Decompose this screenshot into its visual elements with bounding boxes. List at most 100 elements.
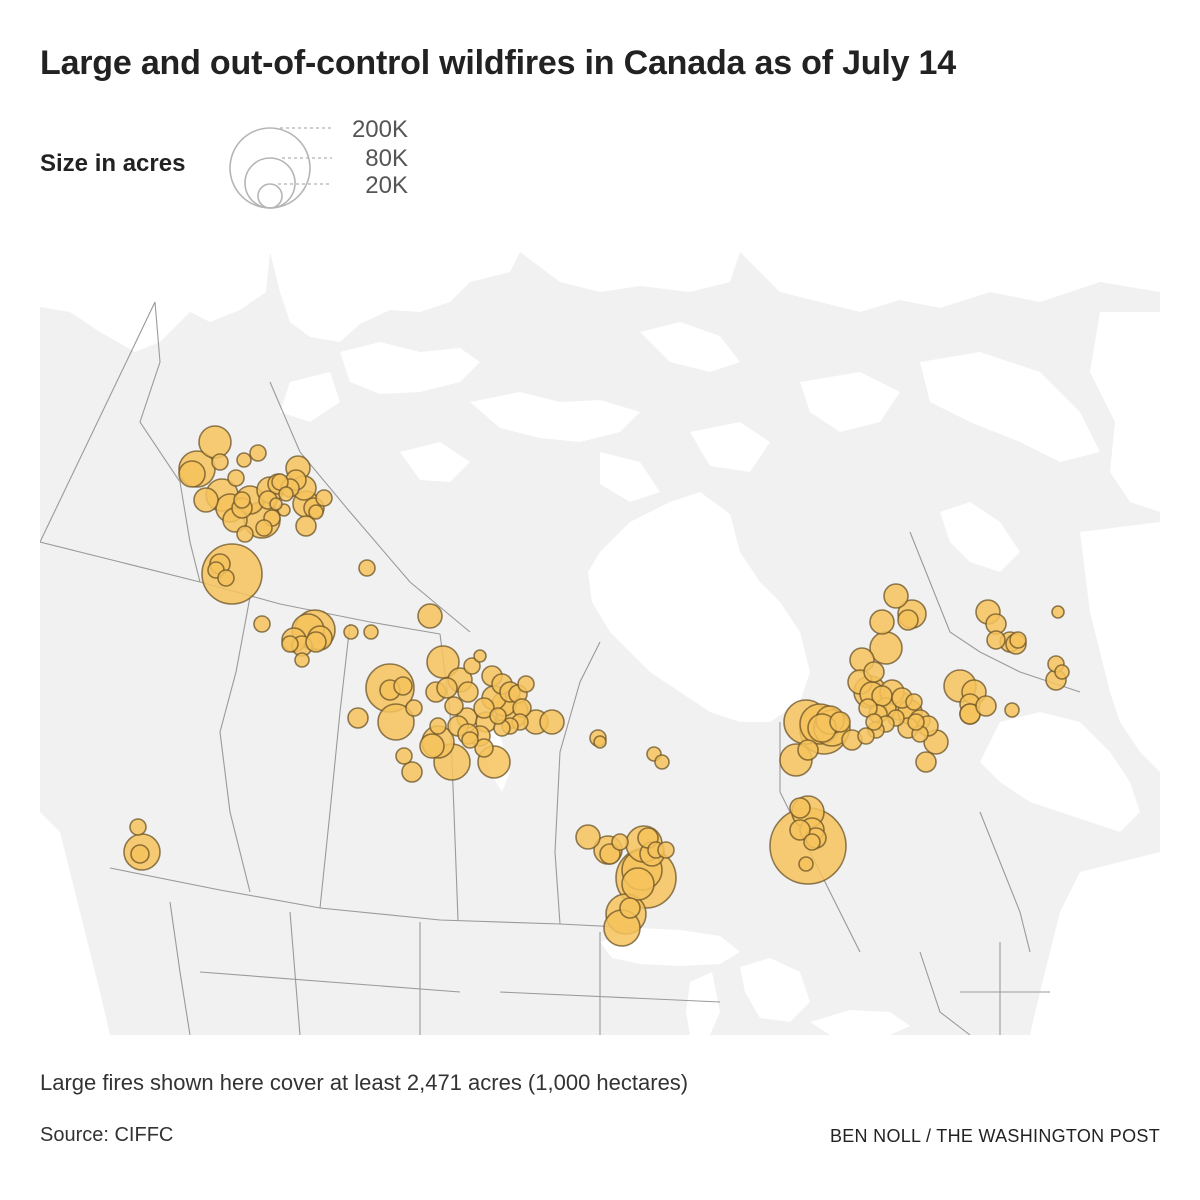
fire-marker	[1054, 664, 1070, 680]
legend-label-200k: 200K	[352, 116, 408, 143]
fire-marker	[883, 583, 909, 609]
atlantic-ocean	[1030, 852, 1160, 1035]
fire-marker	[395, 747, 413, 765]
fire-marker	[473, 649, 487, 663]
fire-marker	[255, 519, 273, 537]
ungava-bay	[940, 502, 1020, 572]
fire-marker	[444, 696, 464, 716]
legend-label-80k: 80K	[365, 145, 408, 172]
fire-marker	[193, 487, 219, 513]
fire-marker	[621, 867, 655, 901]
fire-marker	[539, 709, 565, 735]
fire-marker	[227, 469, 245, 487]
fire-marker	[863, 661, 885, 683]
footnote: Large fires shown here cover at least 2,…	[40, 1070, 689, 1095]
legend-circle-200k	[229, 127, 311, 209]
lake-huron	[740, 958, 810, 1022]
credit-text: BEN NOLL / THE WASHINGTON POST	[829, 1126, 1160, 1146]
yukon-nwt-border	[139, 301, 201, 583]
fire-marker	[363, 624, 379, 640]
source-text: Source: CIFFC	[40, 1124, 174, 1146]
legend-circles	[229, 127, 332, 209]
fire-marker	[1004, 702, 1020, 718]
pacific-ocean	[40, 812, 110, 1035]
fire-marker	[377, 703, 415, 741]
fire-marker	[654, 754, 670, 770]
map-title: Large and out-of-control wildfires in Ca…	[40, 44, 956, 82]
us-border	[109, 867, 641, 929]
fire-marker	[1009, 631, 1027, 649]
fire-marker	[405, 699, 423, 717]
fire-marker	[789, 797, 811, 819]
fire-marker	[803, 833, 821, 851]
fire-marker	[474, 738, 494, 758]
size-legend: 200K 80K 20K	[229, 116, 408, 209]
fire-marker	[401, 761, 423, 783]
labrador-sea	[1080, 522, 1160, 772]
fire-marker	[393, 676, 413, 696]
fire-marker	[1051, 605, 1065, 619]
canada-map	[40, 252, 1160, 1035]
fire-marker	[897, 609, 919, 631]
fire-marker	[315, 489, 333, 507]
fire-marker	[975, 695, 997, 717]
fire-marker	[907, 713, 925, 731]
fire-marker	[294, 652, 310, 668]
fire-marker	[217, 569, 235, 587]
legend-label-20k: 20K	[365, 172, 408, 199]
fire-marker	[797, 739, 819, 761]
fire-marker	[429, 717, 447, 735]
fire-marker	[295, 515, 317, 537]
alaska-border	[40, 301, 156, 543]
fire-marker	[905, 693, 923, 711]
manitoba-ontario-border	[554, 641, 601, 925]
fire-marker	[829, 711, 851, 733]
fire-marker	[436, 677, 458, 699]
fire-marker	[457, 681, 479, 703]
fire-marker	[305, 631, 327, 653]
fire-marker	[343, 624, 359, 640]
fire-marker	[233, 491, 251, 509]
legend-label: Size in acres	[40, 150, 186, 177]
fire-marker	[789, 819, 811, 841]
hudson-bay	[588, 492, 810, 722]
fire-marker	[253, 615, 271, 633]
fire-marker	[915, 751, 937, 773]
fire-marker	[236, 525, 254, 543]
fire-marker	[419, 733, 445, 759]
fire-marker	[473, 697, 495, 719]
fire-marker	[857, 727, 875, 745]
gulf-st-lawrence	[980, 712, 1140, 832]
fire-marker	[347, 707, 369, 729]
fire-marker	[178, 460, 206, 488]
fire-marker	[489, 707, 507, 725]
fire-marker	[211, 453, 229, 471]
fire-marker	[461, 731, 479, 749]
fire-marker	[198, 425, 232, 459]
fire-marker	[130, 844, 150, 864]
nwt-nunavut-border	[269, 381, 471, 633]
legend-circle-20k	[257, 183, 283, 209]
fire-marker	[358, 559, 376, 577]
bc-alberta-border	[219, 596, 251, 893]
fire-marker	[278, 486, 294, 502]
fire-marker	[463, 657, 481, 675]
fire-marker	[865, 713, 883, 731]
fire-marker	[129, 818, 147, 836]
wildfire-markers	[123, 425, 1070, 947]
fire-marker	[417, 603, 443, 629]
fire-marker	[249, 444, 267, 462]
alberta-sask-border	[319, 623, 351, 909]
arctic-water	[40, 252, 1160, 512]
us-state-lines	[169, 901, 721, 1035]
fire-marker	[517, 675, 535, 693]
lake-erie-ontario	[810, 1010, 910, 1035]
lake-michigan	[686, 972, 720, 1035]
fire-marker	[269, 497, 283, 511]
fire-marker	[657, 841, 675, 859]
fire-marker	[281, 635, 299, 653]
legend-circle-80k	[244, 157, 296, 209]
fire-marker	[619, 897, 641, 919]
fire-marker	[575, 824, 601, 850]
fire-marker	[611, 833, 629, 851]
